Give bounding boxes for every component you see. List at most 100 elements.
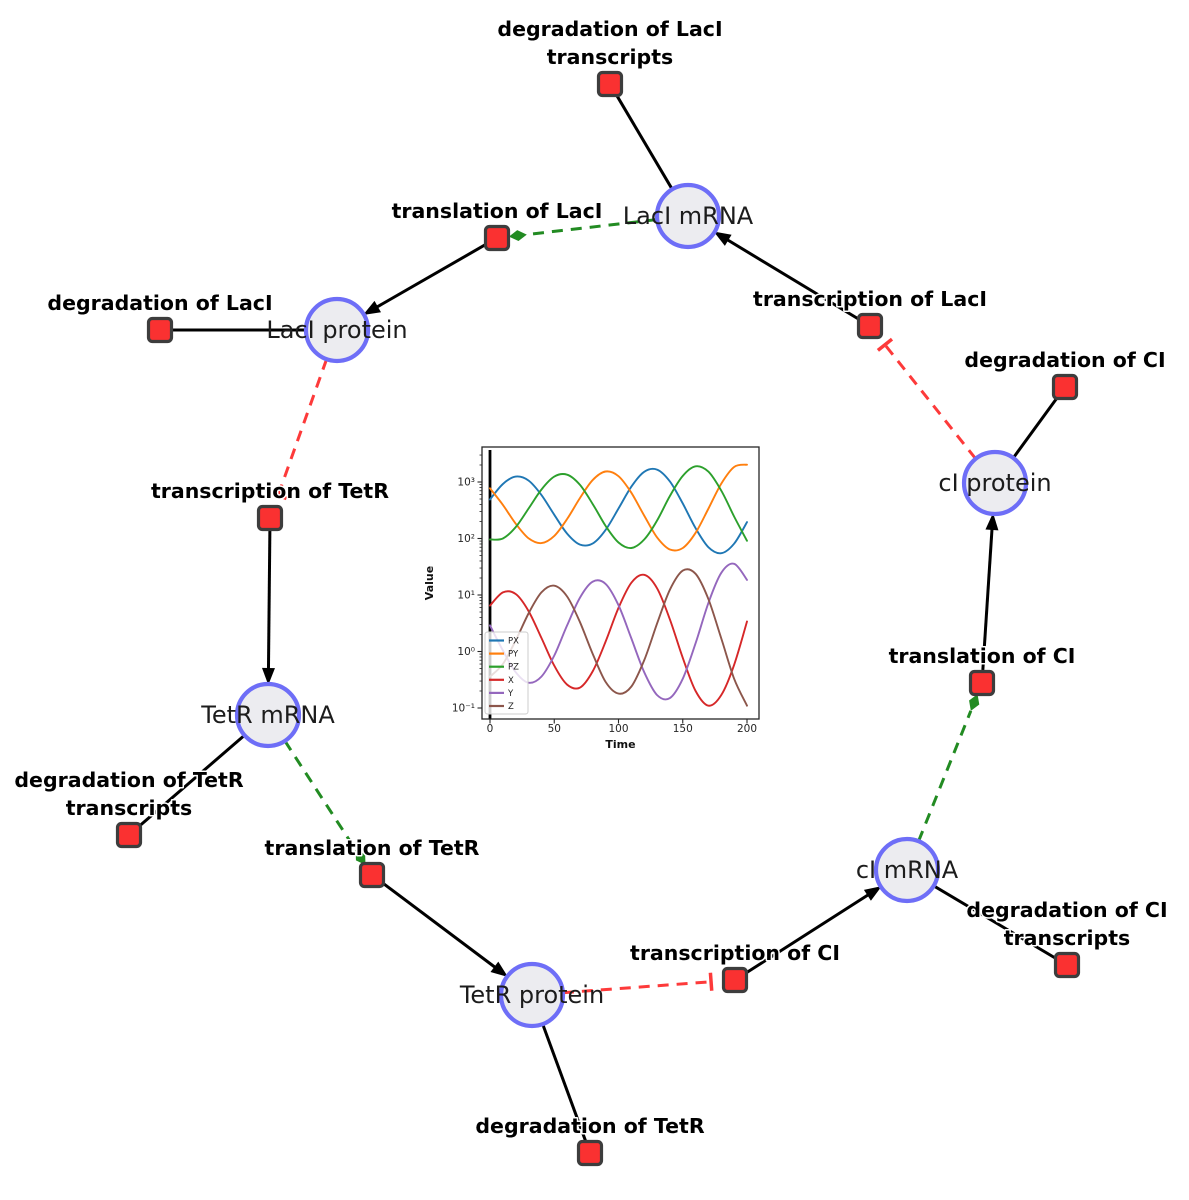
reaction-node-translation-ci[interactable] (968, 669, 996, 697)
arrowhead-triangle (490, 961, 508, 977)
edge-line (981, 527, 994, 671)
edge-production-translation-ci-to-ci-protein (981, 512, 999, 671)
reaction-label-translation-laci: translation of LacI (392, 199, 603, 223)
reaction-label-deg-ci-transcripts: transcripts (1004, 926, 1131, 950)
species-node-laci-protein[interactable] (303, 296, 371, 364)
x-axis-tick-label: 200 (737, 723, 757, 735)
reaction-label-transcription-ci: transcription of CI (630, 941, 840, 965)
y-axis-tick-label: 10⁻¹ (452, 703, 475, 715)
edge-line (276, 358, 329, 496)
reaction-label-deg-ci-transcripts: degradation of CI (966, 898, 1167, 922)
legend-entry-Y: Y (507, 689, 514, 699)
reaction-node-transcription-ci[interactable] (721, 966, 749, 994)
edge-line (283, 740, 357, 851)
edge-line (745, 892, 870, 975)
reaction-label-deg-laci-transcripts: transcripts (547, 45, 674, 69)
reaction-label-transcription-laci: transcription of LacI (753, 287, 987, 311)
edge-production-transcription-ci-to-ci-mrna (745, 886, 882, 975)
reaction-node-deg-tetr-transcripts[interactable] (115, 821, 143, 849)
legend-entry-PX: PX (508, 637, 519, 647)
reaction-label-translation-ci: translation of CI (889, 644, 1076, 668)
reaction-label-deg-tetr: degradation of TetR (475, 1114, 704, 1138)
reaction-label-translation-tetr: translation of TetR (265, 836, 480, 860)
x-axis-tick-label: 50 (548, 723, 561, 735)
species-label-ci-mrna: cI mRNA (856, 856, 959, 884)
edge-inhibition-ci-protein-to-transcription-laci (876, 337, 977, 460)
reaction-node-translation-tetr[interactable] (358, 861, 386, 889)
edge-consumption-ci-protein-to-deg-ci (1012, 396, 1059, 459)
x-axis-title: Time (605, 738, 635, 751)
y-axis-tick-label: 10² (457, 533, 475, 545)
species-label-tetr-protein: TetR protein (459, 981, 604, 1009)
edge-consumption-tetr-mrna-to-deg-tetr-transcripts (137, 734, 246, 828)
reaction-label-deg-tetr-transcripts: transcripts (66, 796, 193, 820)
plot-frame (481, 446, 760, 720)
arrowhead-diamond (969, 694, 980, 711)
reaction-node-deg-ci[interactable] (1051, 373, 1079, 401)
reaction-node-transcription-laci[interactable] (856, 312, 884, 340)
reaction-node-deg-laci-transcripts[interactable] (596, 70, 624, 98)
arrowhead-diamond (355, 849, 366, 865)
reaction-label-transcription-tetr: transcription of TetR (151, 479, 389, 503)
series-line-Z (489, 568, 748, 707)
edge-layer (137, 94, 1059, 1142)
inhibition-tbar (268, 490, 288, 501)
legend-entry-PY: PY (508, 650, 519, 660)
edge-activation-tetr-mrna-to-translation-tetr (283, 740, 366, 865)
edge-line (137, 734, 246, 828)
series-line-PY (489, 463, 748, 552)
arrowhead-triangle (363, 300, 381, 316)
label-layer: degradation of LacI transcripts translatio… (13, 16, 1169, 1140)
edge-line (526, 218, 658, 237)
edge-line (562, 980, 712, 995)
edge-production-transcription-laci-to-laci-mrna (713, 231, 860, 321)
edge-production-transcription-tetr-to-tetr-mrna (261, 530, 275, 686)
legend: PX PY PZ XYZ (484, 631, 529, 715)
species-node-tetr-mrna[interactable] (234, 681, 302, 749)
y-axis-title: Value (423, 566, 436, 600)
inhibition-tbar (876, 337, 894, 352)
edge-line (541, 1023, 587, 1142)
edge-production-translation-tetr-to-tetr-protein (381, 881, 508, 977)
inset-plot: 0 50 100 150 200 10⁻¹ 10⁰ 10¹ 10² 10³ PX PY PZ XYZ Tim… (420, 427, 777, 754)
reaction-node-deg-ci-transcripts[interactable] (1053, 951, 1081, 979)
edge-activation-ci-mrna-to-translation-ci (917, 694, 980, 842)
edge-line (615, 94, 674, 191)
species-label-tetr-mrna: TetR mRNA (200, 701, 335, 729)
edge-inhibition-tetr-protein-to-transcription-ci (562, 972, 714, 995)
edge-activation-laci-mrna-to-translation-laci (508, 218, 658, 242)
edge-line (725, 237, 860, 321)
edge-line (375, 243, 487, 309)
edge-line (266, 530, 272, 671)
species-node-laci-mrna[interactable] (654, 182, 722, 250)
edge-line (917, 710, 973, 842)
y-axis-tick-label: 10¹ (457, 590, 475, 602)
species-node-ci-protein[interactable] (961, 449, 1029, 517)
species-node-tetr-protein[interactable] (498, 961, 566, 1029)
arrowhead-diamond (508, 230, 527, 242)
species-label-laci-protein: LacI protein (266, 316, 407, 344)
arrowhead-triangle (985, 512, 999, 531)
x-axis-tick-label: 150 (673, 723, 693, 735)
edge-consumption-ci-mrna-to-deg-ci-transcripts (932, 884, 1057, 960)
legend-box (484, 631, 529, 715)
reaction-node-transcription-tetr[interactable] (256, 504, 284, 532)
arrowhead-triangle (863, 886, 882, 901)
reaction-label-deg-laci: degradation of LacI (47, 291, 272, 315)
legend-entry-PZ: PZ (508, 663, 519, 673)
edge-line (1012, 396, 1059, 459)
node-layer (115, 70, 1081, 1167)
series-curves (489, 463, 748, 707)
species-node-ci-mrna[interactable] (873, 836, 941, 904)
edge-production-translation-laci-to-laci-protein (363, 243, 487, 316)
y-axis-tick-label: 10⁰ (457, 646, 475, 658)
series-line-PX (489, 467, 748, 555)
reaction-label-deg-ci: degradation of CI (964, 348, 1165, 372)
reaction-node-translation-laci[interactable] (483, 224, 511, 252)
series-line-PZ (489, 465, 748, 550)
reaction-node-deg-tetr[interactable] (576, 1139, 604, 1167)
reaction-node-deg-laci[interactable] (146, 316, 174, 344)
edge-line (381, 881, 497, 970)
